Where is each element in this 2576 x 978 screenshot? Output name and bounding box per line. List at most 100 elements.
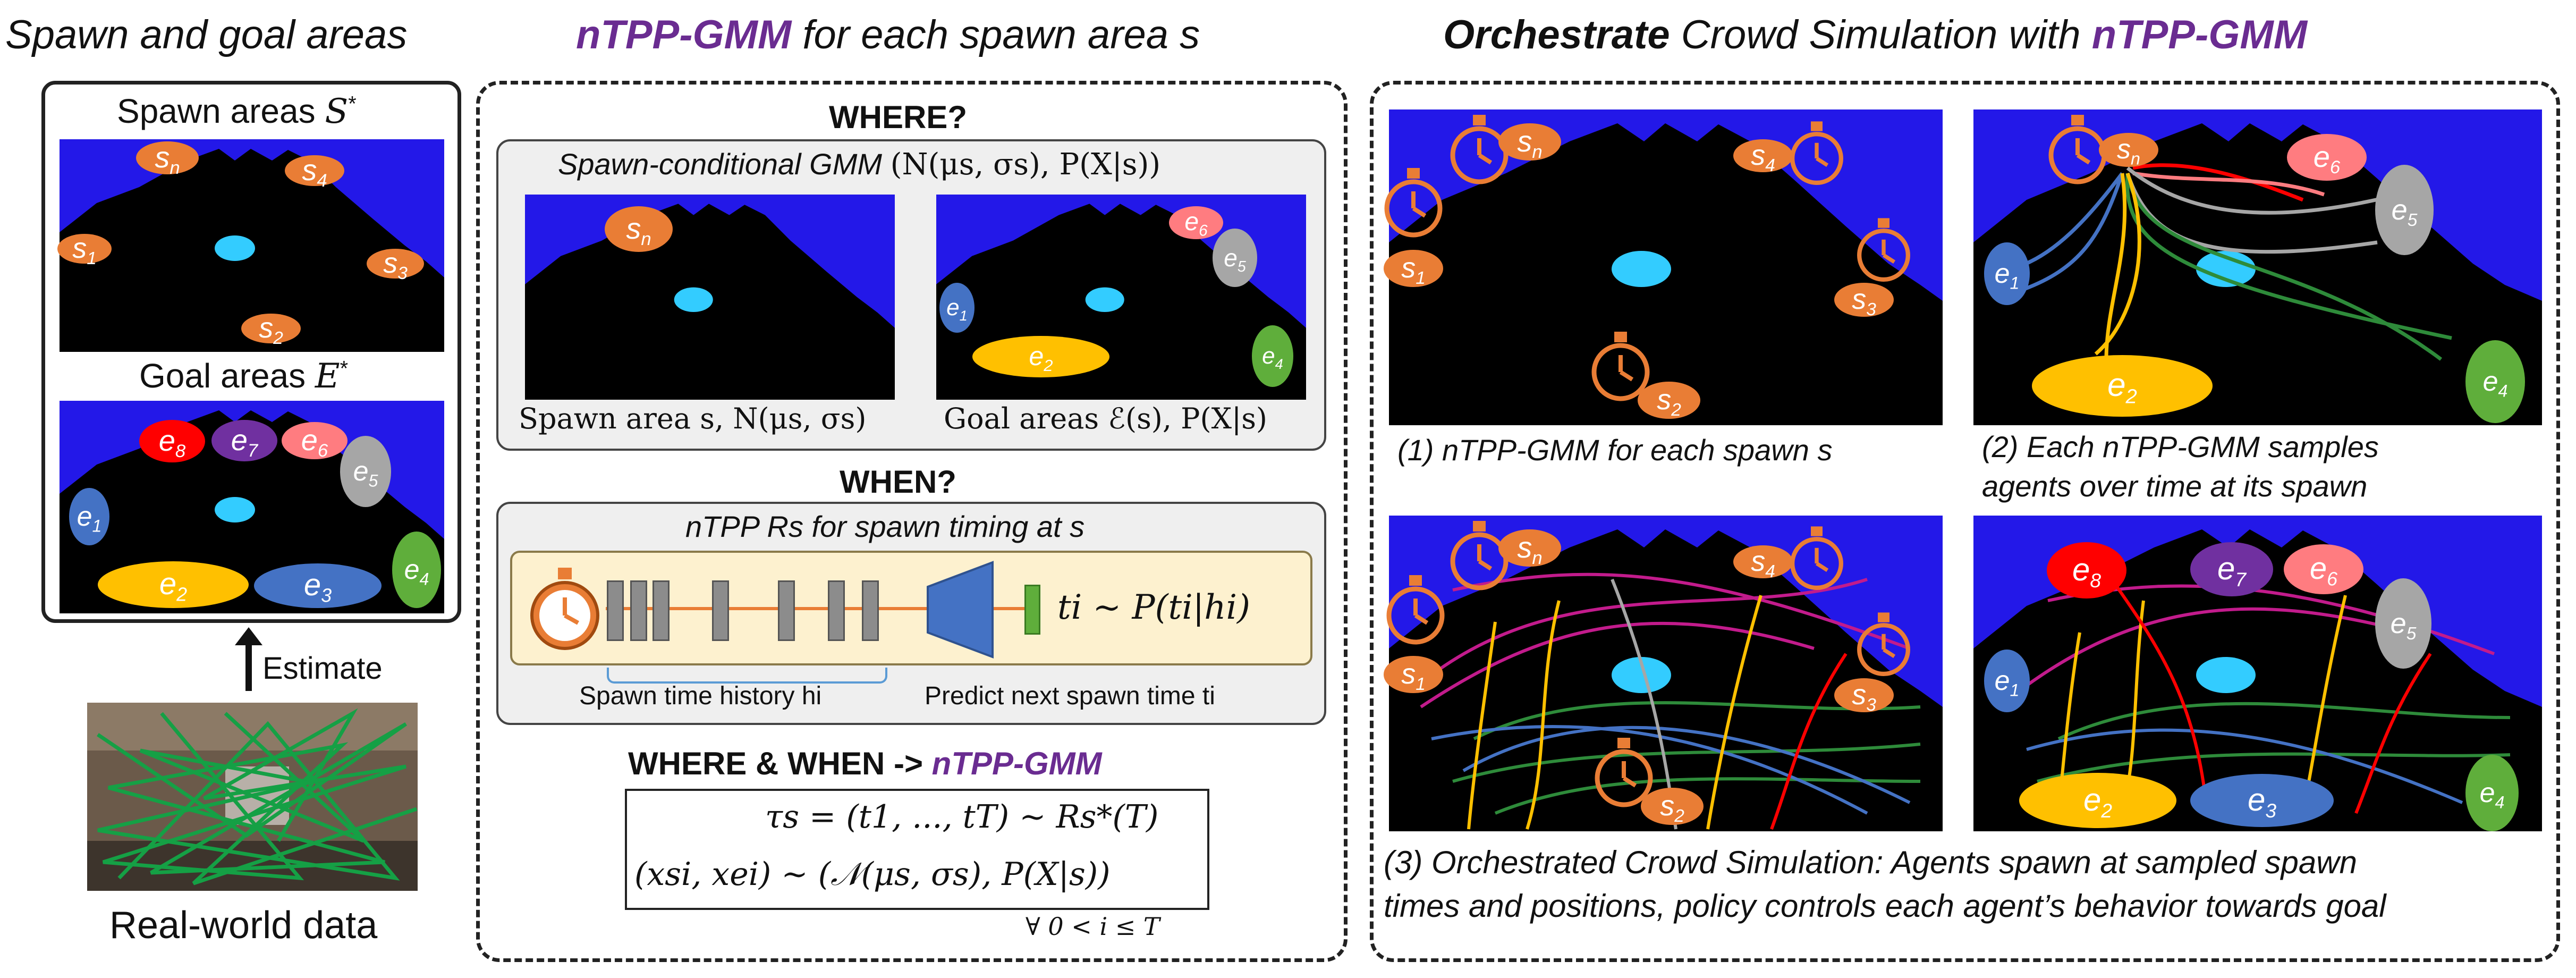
scene2-goal-1: e1 [1984, 242, 2030, 305]
scene1-stopwatch-icon-a [1382, 163, 1445, 242]
scene1-spawn-3: s3 [1834, 283, 1894, 319]
scene3-spawn-4: s4 [1733, 545, 1793, 581]
scene2-goal-6: e6 [2287, 134, 2367, 181]
ntpp-gmm-panel [476, 81, 1348, 962]
scene4-goal-8: e8 [2047, 542, 2126, 598]
spawn-marker-4: s4 [285, 155, 344, 191]
caption-3-line-1: (3) Orchestrated Crowd Simulation: Agent… [1384, 845, 2357, 880]
equation-box [625, 789, 1209, 910]
right-title: Orchestrate Crowd Simulation with nTPP-G… [1443, 12, 2308, 57]
spawn-goal-panel [41, 81, 461, 623]
scene1-stopwatch-icon-d [1854, 213, 1913, 287]
scene3-spawn-3: s3 [1834, 678, 1894, 715]
scene4-goal-7: e7 [2190, 542, 2273, 596]
goal-marker-1: e1 [69, 488, 109, 545]
equation-1: τs = (t1, ..., tT) ~ Rs*(T) [765, 798, 1159, 836]
real-world-photo [87, 703, 418, 891]
caption-3-line-2: times and positions, policy controls eac… [1384, 888, 2386, 924]
scene4-goal-5: e5 [2375, 578, 2431, 669]
equation-3: ∀ 0 < i ≤ T [1026, 912, 1160, 941]
caption-2-line-2: agents over time at its spawn [1982, 469, 2368, 503]
scene4-goal-4: e4 [2465, 755, 2519, 831]
history-event-4 [712, 580, 729, 641]
history-event-7 [862, 580, 879, 641]
caption-2-line-1: (2) Each nTPP-GMM samples [1982, 430, 2379, 463]
goal-marker-1-mid: e1 [939, 283, 975, 333]
spawn-area-caption: Spawn area s, N(μs, σs) [519, 402, 867, 435]
equation-2: (xsi, xei) ~ (𝒩(μs, σs), P(X|s)) [634, 856, 1111, 893]
history-event-2 [630, 580, 647, 641]
scene-3-crowd-spawns [1389, 516, 1943, 831]
stopwatch-icon [525, 563, 605, 654]
scene2-goal-4: e4 [2465, 340, 2525, 423]
scene4-goal-1: e1 [1984, 650, 2030, 712]
scene1-spawn-1: s1 [1384, 250, 1443, 288]
goal-marker-6-mid: e6 [1169, 206, 1223, 240]
scene3-spawn-1: s1 [1384, 656, 1443, 694]
spawn-marker-2: s2 [241, 314, 301, 348]
goal-marker-2-mid: e2 [972, 336, 1109, 377]
scene3-stopwatch-icon-a [1384, 570, 1447, 650]
gmm-title: Spawn-conditional GMM (N(μs, σs), P(X|s)… [558, 147, 1161, 182]
goal-marker-8: e8 [139, 420, 205, 462]
history-event-6 [828, 580, 845, 641]
scene1-spawn-4: s4 [1733, 139, 1793, 175]
scene2-spawn-n: sn [2099, 133, 2158, 168]
scene4-goal-2: e2 [2019, 773, 2176, 828]
history-event-3 [653, 580, 670, 641]
history-brace [607, 668, 887, 684]
ntpp-title: nTPP Rs for spawn timing at s [685, 510, 1085, 543]
time-formula: ti ~ P(ti|hi) [1057, 588, 1250, 627]
history-event-1 [607, 580, 624, 641]
middle-title: nTPP-GMM for each spawn area s [576, 12, 1200, 57]
caption-1: (1) nTPP-GMM for each spawn s [1397, 433, 1833, 467]
scene2-goal-2: e2 [2032, 355, 2213, 417]
estimate-arrowhead [235, 627, 262, 645]
scene3-stopwatch-icon-b [1447, 516, 1511, 595]
scene1-spawn-n: sn [1498, 123, 1561, 162]
goal-marker-3: e3 [254, 563, 382, 608]
goal-marker-2: e2 [98, 561, 249, 608]
scene4-goal-3: e3 [2190, 774, 2334, 827]
scene3-spawn-2: s2 [1641, 788, 1704, 826]
scene1-spawn-2: s2 [1638, 382, 1700, 420]
goal-areas-title: Goal areas E* [139, 357, 349, 396]
estimate-label: Estimate [262, 651, 383, 686]
scene1-stopwatch-icon-e [1589, 326, 1653, 406]
history-caption: Spawn time history hi [579, 682, 822, 710]
goal-marker-5-mid: e5 [1213, 229, 1257, 287]
spawn-marker-3: s3 [367, 249, 424, 283]
goal-marker-4: e4 [392, 532, 441, 608]
scene4-goal-6: e6 [2284, 544, 2363, 594]
spawn-marker-n: sn [136, 141, 199, 178]
scene3-stopwatch-icon-d [1854, 607, 1913, 681]
scene2-goal-5: e5 [2375, 165, 2434, 255]
predicted-event [1024, 585, 1040, 635]
scene-1-spawns [1389, 109, 1943, 425]
spawn-marker-1: s1 [57, 234, 112, 268]
scene3-stopwatch-icon-c [1787, 521, 1846, 595]
predict-caption: Predict next spawn time ti [925, 682, 1215, 710]
where-heading: WHERE? [829, 99, 967, 135]
left-title: Spawn and goal areas [5, 12, 408, 57]
real-world-label: Real-world data [109, 904, 378, 947]
encoder-trapezoid [926, 560, 995, 659]
goal-marker-5: e5 [340, 436, 391, 507]
scene1-stopwatch-icon-b [1447, 109, 1511, 189]
when-heading: WHEN? [840, 464, 956, 500]
spawn-area-map [525, 195, 895, 400]
spawn-areas-title: Spawn areas S* [117, 92, 357, 131]
goal-area-caption: Goal areas ℰ(s), P(X|s) [944, 402, 1268, 435]
goal-marker-6: e6 [282, 422, 348, 461]
estimate-arrow [245, 638, 252, 691]
scene3-spawn-n: sn [1498, 529, 1561, 568]
history-event-5 [778, 580, 795, 641]
scene1-stopwatch-icon-c [1787, 116, 1846, 190]
goal-marker-7: e7 [211, 420, 277, 461]
scene3-stopwatch-icon-e [1592, 732, 1656, 812]
timeline-axis [606, 607, 1031, 610]
goal-marker-4-mid: e4 [1252, 325, 1293, 387]
where-when-heading: WHERE & WHEN -> nTPP-GMM [628, 746, 1102, 781]
spawn-area-marker: sn [605, 206, 673, 252]
orchestrate-panel [1370, 81, 2560, 962]
